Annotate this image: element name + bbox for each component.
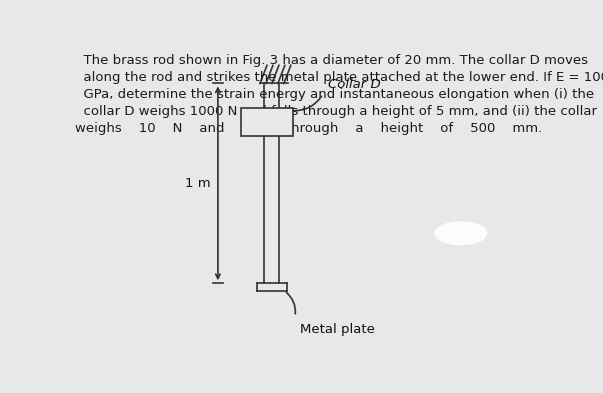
Ellipse shape — [435, 222, 487, 244]
Text: weighs    10    N    and    falls    through    a    height    of    500    mm.: weighs 10 N and falls through a height o… — [75, 121, 543, 134]
Text: along the rod and strikes the metal plate attached at the lower end. If E = 100: along the rod and strikes the metal plat… — [75, 71, 603, 84]
Bar — [241, 108, 292, 136]
Text: Collar D: Collar D — [328, 78, 380, 91]
Text: Metal plate: Metal plate — [300, 323, 374, 336]
Text: The brass rod shown in Fig. 3 has a diameter of 20 mm. The collar D moves: The brass rod shown in Fig. 3 has a diam… — [75, 54, 589, 67]
Text: GPa, determine the strain energy and instantaneous elongation when (i) the: GPa, determine the strain energy and ins… — [75, 88, 595, 101]
Text: collar D weighs 1000 N and falls through a height of 5 mm, and (ii) the collar: collar D weighs 1000 N and falls through… — [75, 105, 598, 118]
Text: 1 m: 1 m — [185, 177, 211, 190]
